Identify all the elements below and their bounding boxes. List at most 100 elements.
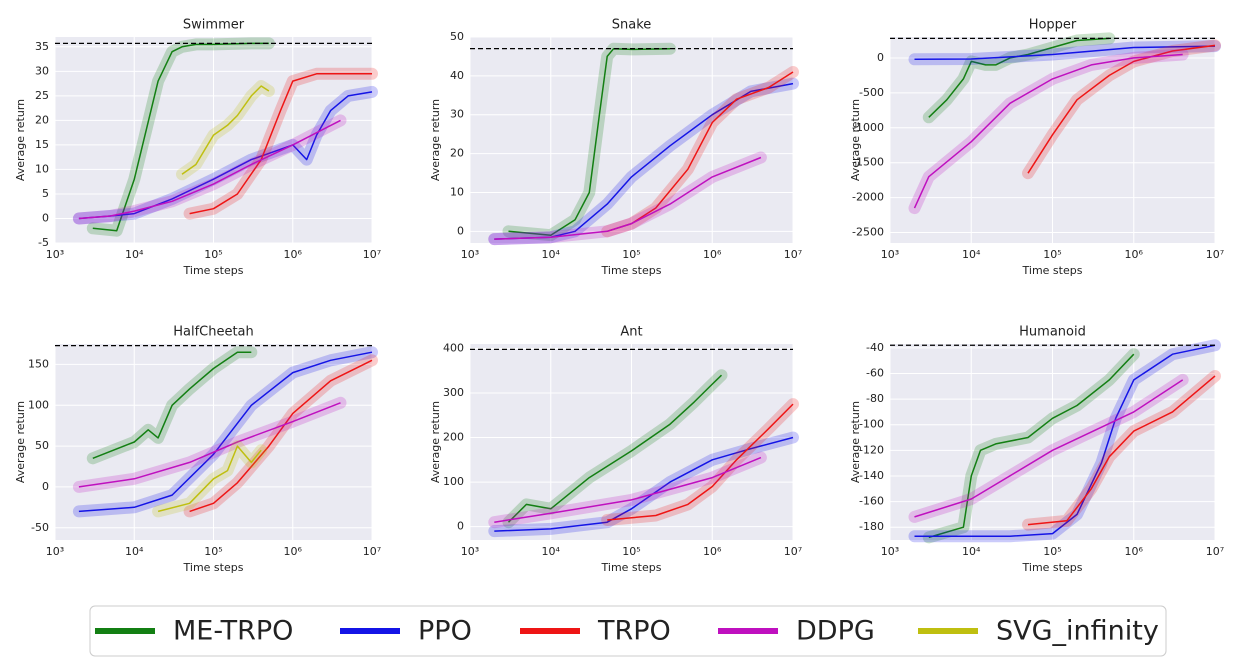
x-tick-label: 10⁶ <box>284 545 303 558</box>
y-tick-label: -60 <box>866 366 884 379</box>
legend-label: TRPO <box>597 616 671 647</box>
y-tick-label: 10 <box>450 185 464 198</box>
x-tick-label: 10⁴ <box>125 248 144 261</box>
x-axis-label: Time steps <box>601 264 662 277</box>
line <box>92 351 252 459</box>
x-tick-label: 10³ <box>46 248 64 261</box>
x-tick-label: 10⁶ <box>1125 248 1144 261</box>
y-tick-label: 25 <box>35 89 49 102</box>
x-tick-label: 10⁵ <box>622 248 640 261</box>
x-tick-label: 10⁷ <box>1206 248 1224 261</box>
y-tick-label: -2000 <box>852 191 884 204</box>
line <box>189 73 372 215</box>
y-tick-label: -500 <box>859 86 884 99</box>
x-axis-label: Time steps <box>1022 264 1083 277</box>
line <box>914 344 1216 537</box>
chart-title: Hopper <box>1029 18 1077 33</box>
x-tick-label: 10⁷ <box>363 545 381 558</box>
x-tick-label: 10⁴ <box>962 545 981 558</box>
line <box>78 402 341 488</box>
y-tick-label: 15 <box>35 138 49 151</box>
x-tick-label: 10⁶ <box>703 248 722 261</box>
y-tick-label: -1500 <box>852 156 884 169</box>
y-tick-label: -120 <box>859 443 884 456</box>
legend-box <box>89 605 1167 657</box>
line <box>494 456 762 523</box>
y-tick-label: 100 <box>443 475 464 488</box>
chart-title: Humanoid <box>1019 325 1086 340</box>
line <box>157 445 262 513</box>
y-tick-label: 0 <box>457 224 464 237</box>
y-tick-label: -50 <box>31 521 49 534</box>
x-tick-label: 10³ <box>461 248 479 261</box>
y-tick-label: 400 <box>443 341 464 354</box>
y-tick-label: 300 <box>443 386 464 399</box>
x-tick-label: 10³ <box>461 545 479 558</box>
y-tick-label: -180 <box>859 520 884 533</box>
line <box>494 436 794 532</box>
y-tick-label: 0 <box>877 51 884 64</box>
y-tick-label: 35 <box>35 40 49 53</box>
line <box>1027 375 1216 526</box>
x-tick-label: 10⁴ <box>125 545 144 558</box>
x-tick-label: 10⁵ <box>1043 545 1061 558</box>
y-tick-label: 200 <box>443 431 464 444</box>
line <box>928 353 1135 539</box>
y-tick-label: 100 <box>28 398 49 411</box>
line <box>189 359 373 513</box>
chart-title: Snake <box>612 18 652 33</box>
line <box>913 53 1183 209</box>
y-tick-label: 10 <box>35 162 49 175</box>
y-tick-label: -80 <box>866 392 884 405</box>
y-tick-label: -5 <box>38 236 49 249</box>
line <box>78 119 341 220</box>
x-tick-label: 10⁷ <box>784 248 802 261</box>
y-tick-label: -140 <box>859 469 884 482</box>
x-tick-label: 10⁴ <box>542 248 561 261</box>
line <box>494 156 762 240</box>
y-tick-label: -160 <box>859 495 884 508</box>
y-tick-label: -2500 <box>852 226 884 239</box>
line <box>914 45 1216 61</box>
x-axis-label: Time steps <box>183 561 244 574</box>
line <box>181 85 270 175</box>
line <box>914 379 1184 518</box>
y-tick-label: 50 <box>450 30 464 43</box>
y-tick-label: 0 <box>42 480 49 493</box>
legend-label: PPO <box>418 616 472 647</box>
chart-title: HalfCheetah <box>173 325 254 340</box>
x-tick-label: 10³ <box>881 545 899 558</box>
y-axis-label: Average return <box>429 401 442 483</box>
line <box>1027 44 1216 174</box>
x-tick-label: 10⁷ <box>1206 545 1224 558</box>
x-tick-label: 10⁵ <box>1043 248 1061 261</box>
x-tick-label: 10⁶ <box>1125 545 1144 558</box>
line <box>928 37 1110 118</box>
y-tick-label: 50 <box>35 439 49 452</box>
line <box>507 374 723 523</box>
y-tick-label: -100 <box>859 418 884 431</box>
y-tick-label: 150 <box>28 357 49 370</box>
x-tick-label: 10³ <box>46 545 64 558</box>
y-tick-label: 30 <box>35 64 49 77</box>
x-tick-label: 10⁵ <box>204 248 222 261</box>
x-tick-label: 10⁴ <box>962 248 981 261</box>
chart-title: Swimmer <box>183 18 245 33</box>
line <box>78 91 373 220</box>
y-tick-label: 5 <box>42 187 49 200</box>
y-tick-label: 20 <box>35 113 49 126</box>
x-tick-label: 10³ <box>881 248 899 261</box>
x-axis-label: Time steps <box>183 264 244 277</box>
legend-label: ME-TRPO <box>173 616 293 647</box>
x-tick-label: 10⁴ <box>542 545 561 558</box>
x-tick-label: 10⁷ <box>363 248 381 261</box>
y-tick-label: 0 <box>42 211 49 224</box>
y-tick-label: 30 <box>450 108 464 121</box>
legend-label: DDPG <box>796 616 875 647</box>
y-tick-label: 0 <box>457 520 464 533</box>
line <box>607 403 794 521</box>
y-axis-label: Average return <box>14 401 27 483</box>
y-axis-label: Average return <box>849 99 862 181</box>
line <box>78 351 373 513</box>
